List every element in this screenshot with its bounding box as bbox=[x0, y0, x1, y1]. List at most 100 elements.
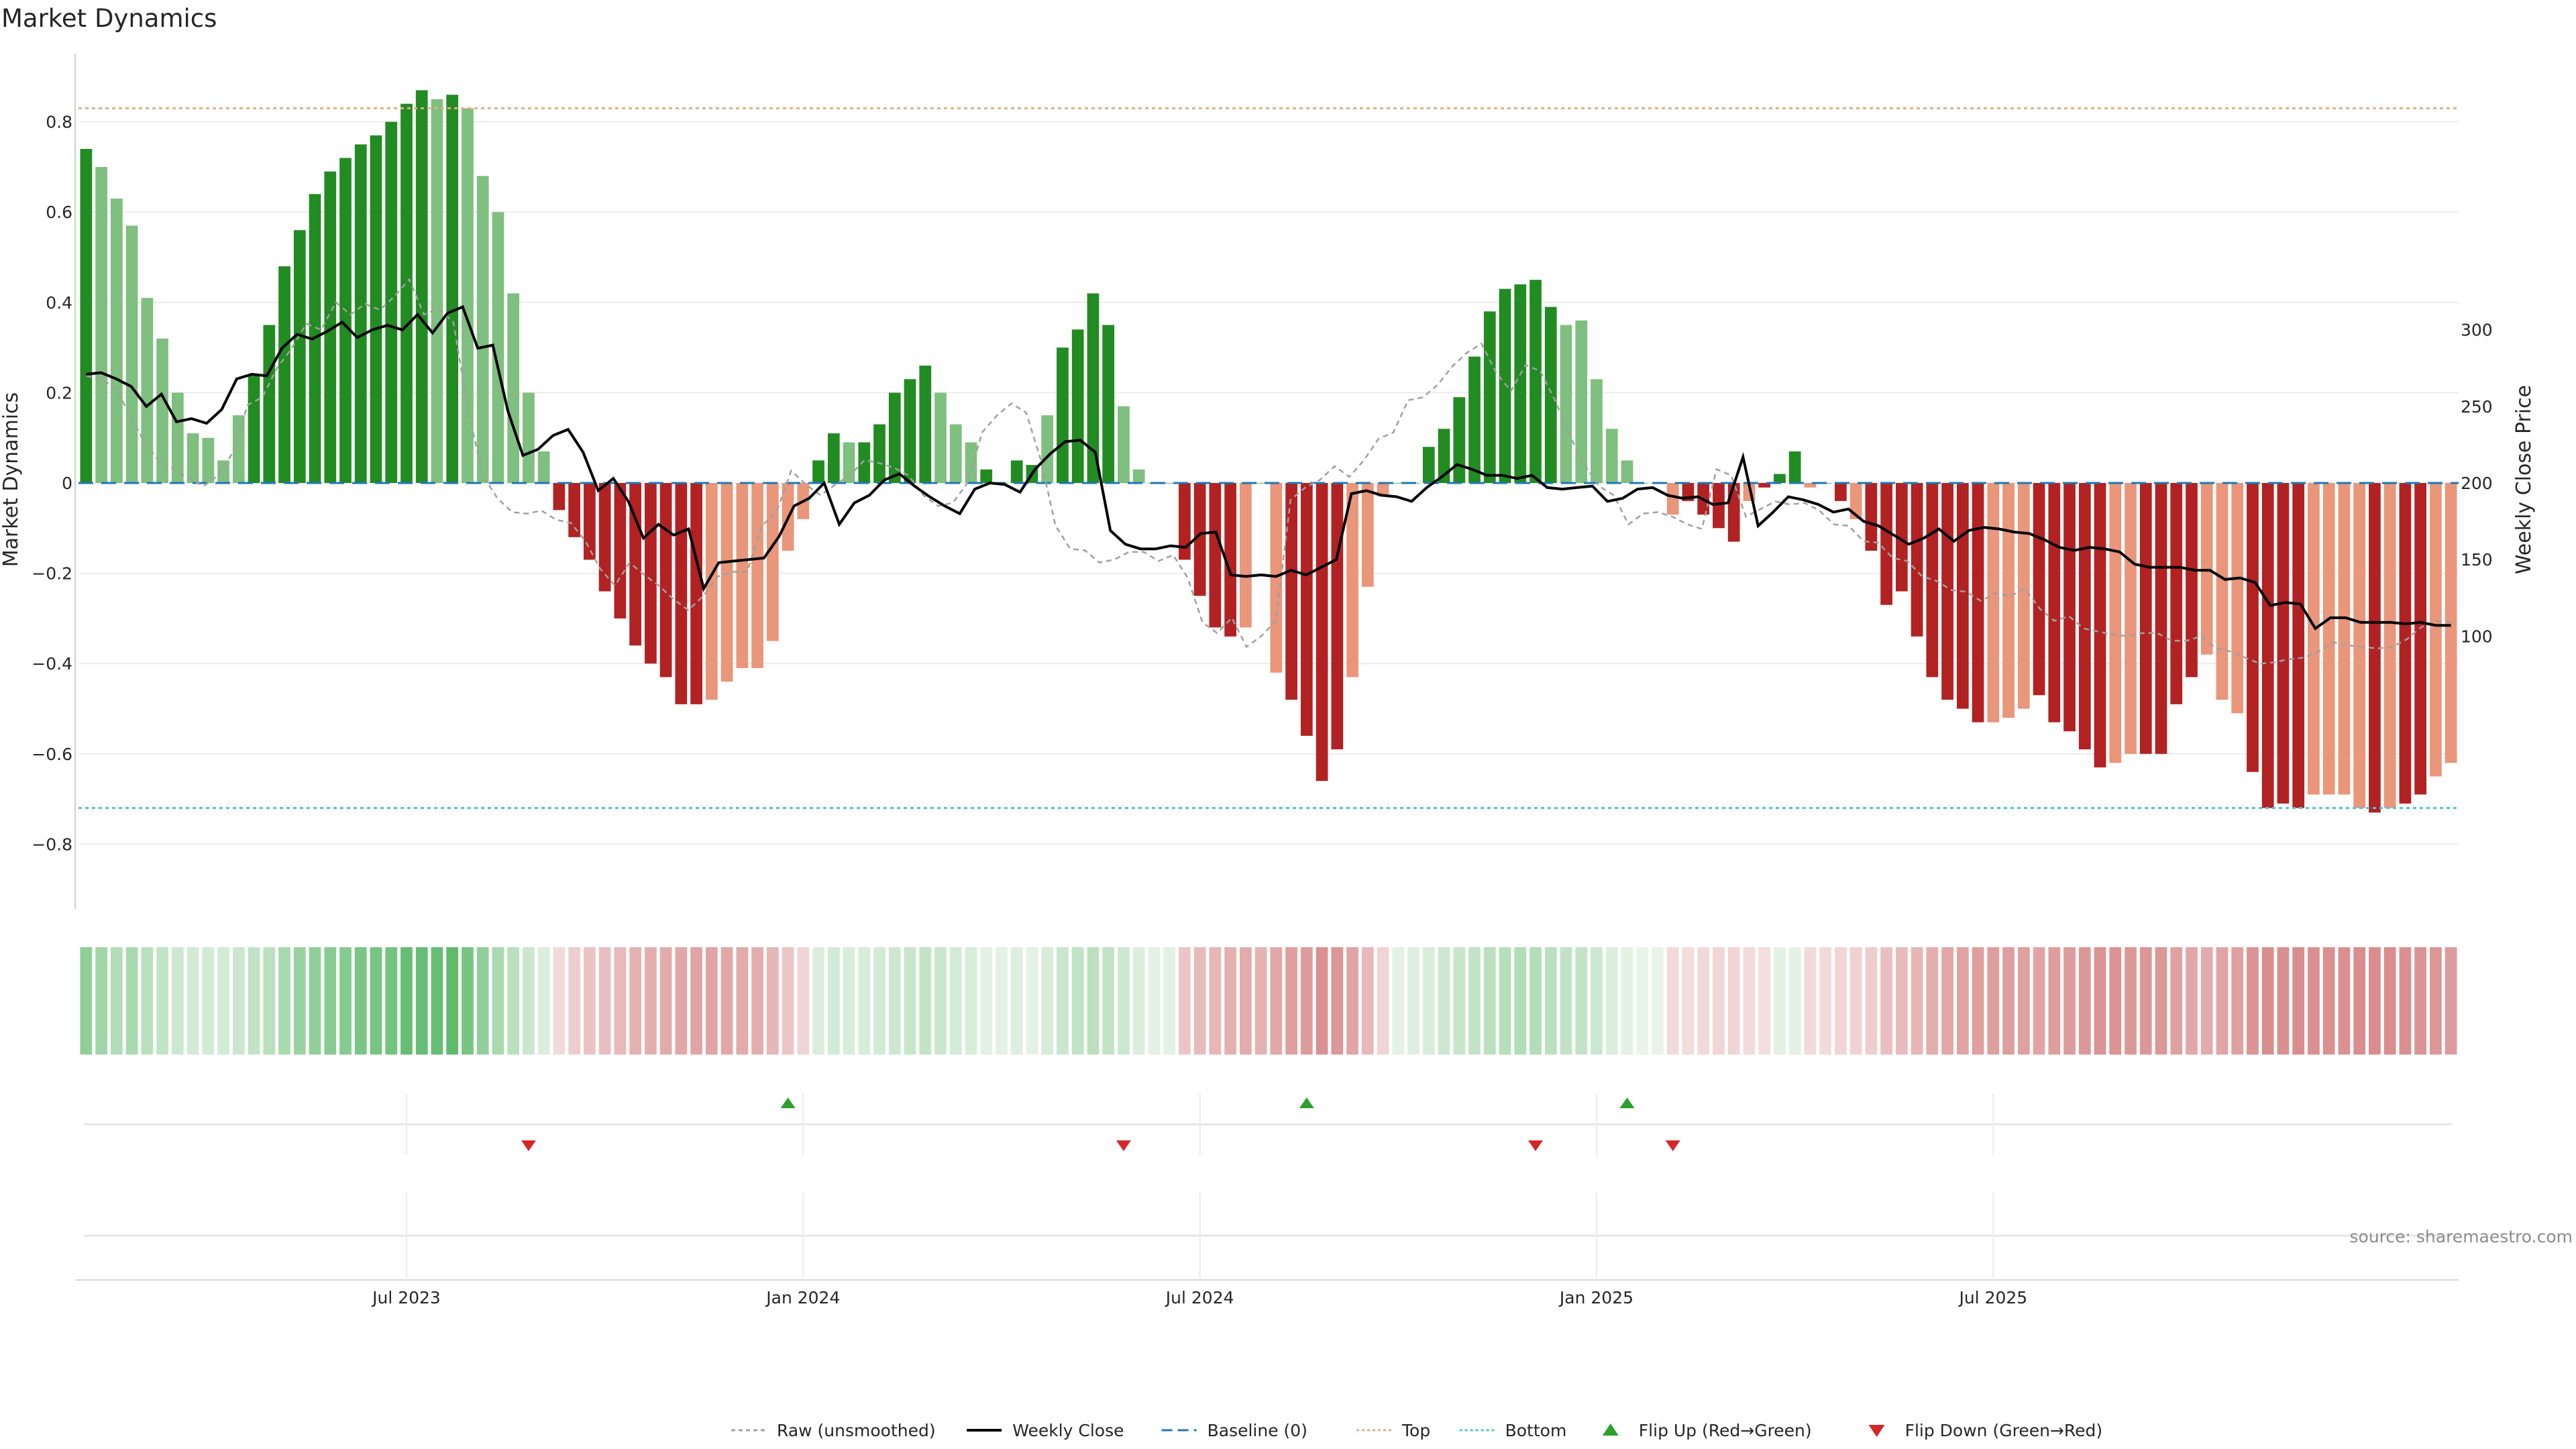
momentum-bar bbox=[110, 199, 123, 483]
y-tick-label: 0.6 bbox=[46, 203, 72, 222]
momentum-bar bbox=[1849, 483, 1862, 519]
heat-strip-cell bbox=[1788, 947, 1801, 1055]
heat-strip-cell bbox=[110, 947, 123, 1055]
momentum-bar bbox=[1911, 483, 1923, 637]
y-tick-label: 0.2 bbox=[46, 383, 72, 402]
momentum-bar bbox=[2383, 483, 2396, 808]
heat-strip-cell bbox=[385, 947, 398, 1055]
heat-strip-cell bbox=[584, 947, 596, 1055]
heat-strip-cell bbox=[354, 947, 367, 1055]
momentum-bar bbox=[2430, 483, 2442, 777]
flip-markers-panel bbox=[75, 1093, 2459, 1281]
momentum-bar bbox=[1468, 356, 1481, 483]
y2-tick-label: 300 bbox=[2461, 321, 2493, 340]
heat-strip-cell bbox=[1300, 947, 1313, 1055]
momentum-bar bbox=[2125, 483, 2137, 754]
y-tick-label: 0.4 bbox=[46, 293, 72, 313]
heat-strip-cell bbox=[1499, 947, 1511, 1055]
heat-strip-cell bbox=[2033, 947, 2045, 1055]
heat-strip-cell bbox=[1987, 947, 2000, 1055]
heat-strip-cell bbox=[1240, 947, 1252, 1055]
heat-strip-cell bbox=[2383, 947, 2396, 1055]
x-tick-label: Jul 2025 bbox=[1957, 1288, 2027, 1307]
momentum-bar bbox=[1010, 460, 1023, 483]
flip-up-marker bbox=[1299, 1097, 1314, 1108]
momentum-bar bbox=[141, 298, 154, 483]
momentum-bar bbox=[1209, 483, 1222, 628]
momentum-bar bbox=[568, 483, 581, 537]
heat-strip-cell bbox=[507, 947, 520, 1055]
momentum-bar bbox=[1972, 483, 1984, 722]
heat-strip-cell bbox=[293, 947, 306, 1055]
heat-strip-cell bbox=[720, 947, 733, 1055]
momentum-bar bbox=[1392, 483, 1405, 484]
momentum-bar bbox=[492, 212, 504, 483]
momentum-bar bbox=[1254, 483, 1267, 484]
momentum-bars bbox=[80, 90, 2457, 813]
heat-strip-cell bbox=[1713, 947, 1725, 1055]
momentum-bar bbox=[1987, 483, 2000, 722]
heat-strip-cell bbox=[1407, 947, 1419, 1055]
heat-strip-cell bbox=[2338, 947, 2351, 1055]
heat-strip-cell bbox=[1193, 947, 1206, 1055]
legend-item-flipup: Flip Up (Red→Green) bbox=[1602, 1421, 1812, 1440]
heat-strip-cell bbox=[873, 947, 885, 1055]
momentum-bar bbox=[736, 483, 749, 668]
heat-strip-cell bbox=[1057, 947, 1069, 1055]
heat-strip-cell bbox=[1895, 947, 1908, 1055]
momentum-bar bbox=[1758, 483, 1771, 488]
raw-unsmoothed-line bbox=[86, 278, 2451, 665]
momentum-bar bbox=[2322, 483, 2335, 795]
momentum-bar bbox=[2308, 483, 2320, 795]
y-axis-label: Market Dynamics bbox=[0, 392, 23, 568]
heat-strip-cell bbox=[537, 947, 550, 1055]
momentum-bar bbox=[400, 103, 413, 483]
heat-strip-cell bbox=[1865, 947, 1878, 1055]
heat-strip-cell bbox=[1468, 947, 1481, 1055]
momentum-bar bbox=[2399, 483, 2412, 804]
momentum-bar bbox=[1438, 429, 1450, 483]
heat-strip-cell bbox=[1621, 947, 1633, 1055]
momentum-bar bbox=[1270, 483, 1283, 673]
momentum-bar bbox=[431, 99, 443, 483]
momentum-bar bbox=[1377, 483, 1389, 497]
heat-strip-cell bbox=[1361, 947, 1374, 1055]
heat-strip-cell bbox=[324, 947, 337, 1055]
momentum-bar bbox=[248, 374, 260, 483]
momentum-bar bbox=[1285, 483, 1297, 700]
heat-strip-cell bbox=[659, 947, 672, 1055]
momentum-bar bbox=[2078, 483, 2091, 750]
heat-strip-cell bbox=[1682, 947, 1695, 1055]
momentum-bar bbox=[202, 437, 215, 483]
heat-strip-cell bbox=[1102, 947, 1115, 1055]
momentum-bar bbox=[2261, 483, 2274, 808]
heat-strip-cell bbox=[1438, 947, 1450, 1055]
heat-strip-cell bbox=[2369, 947, 2381, 1055]
heat-strip-cell bbox=[1285, 947, 1297, 1055]
heat-strip-cell bbox=[1163, 947, 1176, 1055]
heat-strip-cell bbox=[2078, 947, 2091, 1055]
heat-strip-cell bbox=[415, 947, 428, 1055]
momentum-bar bbox=[858, 442, 871, 483]
heat-strip-cell bbox=[1483, 947, 1496, 1055]
heat-strip-cell bbox=[2247, 947, 2259, 1055]
y-tick-label: −0.2 bbox=[32, 564, 72, 584]
heat-strip-cell bbox=[339, 947, 352, 1055]
legend-item-weekly: Weekly Close bbox=[967, 1421, 1124, 1440]
momentum-bar bbox=[705, 483, 718, 700]
momentum-bar bbox=[324, 171, 337, 483]
heat-strip-cell bbox=[2322, 947, 2335, 1055]
legend-label: Raw (unsmoothed) bbox=[777, 1421, 936, 1440]
heat-strip-cell bbox=[2231, 947, 2244, 1055]
heat-strip-cell bbox=[171, 947, 184, 1055]
momentum-bar bbox=[1895, 483, 1908, 592]
heat-strip-cell bbox=[1529, 947, 1542, 1055]
heat-strip-cell bbox=[1118, 947, 1130, 1055]
momentum-bar bbox=[385, 121, 398, 484]
momentum-bar bbox=[645, 483, 657, 664]
momentum-bar bbox=[2017, 483, 2030, 709]
heat-strip-cell bbox=[766, 947, 779, 1055]
momentum-bar bbox=[659, 483, 672, 678]
heat-strip-cell bbox=[1697, 947, 1710, 1055]
legend-label: Baseline (0) bbox=[1208, 1421, 1307, 1440]
